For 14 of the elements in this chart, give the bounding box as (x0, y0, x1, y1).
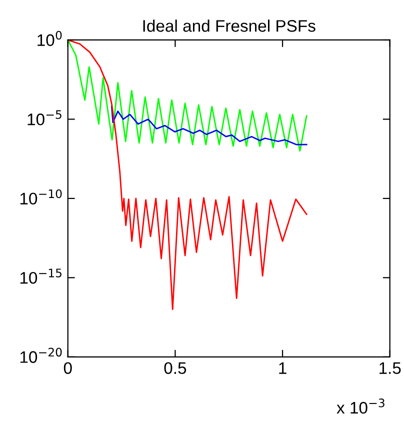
y-tick-label: 10$^{0}$ (38, 30, 62, 46)
text: x 10$^{−3}$ (336, 398, 384, 414)
line-series (68, 40, 308, 310)
y-tick-label: 10$^{−20}$ (20, 348, 62, 363)
x-tick-label: 0.5 (164, 362, 186, 374)
y-tick-label: 10$^{−10}$ (20, 189, 62, 205)
line-series (110, 106, 308, 146)
x-tick-label: 0 (64, 362, 72, 374)
x-tick-label: 1 (279, 362, 286, 374)
line-series (68, 40, 308, 152)
chart-title: Ideal and Fresnel PSFs (143, 20, 316, 32)
x-tick-label: 1.5 (380, 362, 401, 374)
y-tick-label: 10$^{−15}$ (20, 268, 62, 284)
y-tick-label: 10$^{−5}$ (28, 110, 62, 126)
